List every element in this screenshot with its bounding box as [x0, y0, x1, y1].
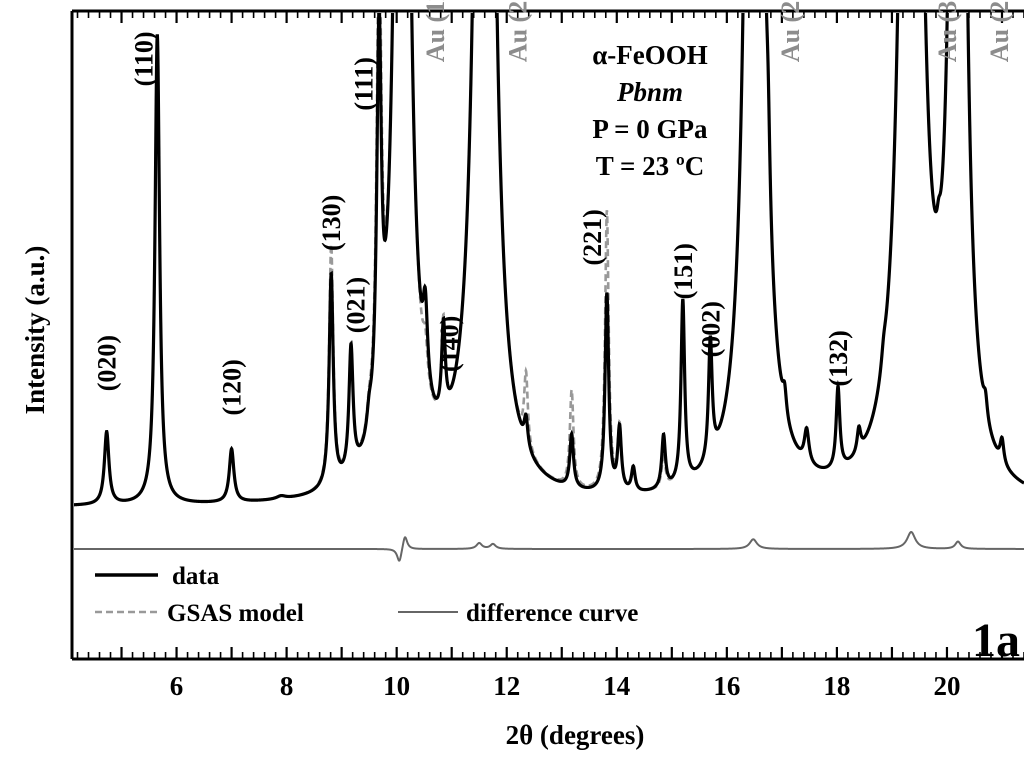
- x-tick-label: 6: [170, 671, 184, 701]
- x-tick-label: 18: [823, 671, 850, 701]
- hkl-label: (120): [218, 359, 247, 415]
- hkl-label: (221): [578, 209, 607, 265]
- x-tick-label: 12: [493, 671, 520, 701]
- space-group-label: Pbnm: [616, 77, 683, 107]
- au-reflection-label: Au (200): [504, 0, 533, 62]
- hkl-label: (111): [350, 57, 379, 110]
- hkl-label: (110): [130, 32, 159, 87]
- hkl-label: (140): [435, 316, 464, 372]
- au-reflection-label: Au (111): [421, 0, 450, 62]
- legend-data-label: data: [172, 563, 220, 590]
- x-tick-label: 10: [383, 671, 410, 701]
- compound-label: α-FeOOH: [592, 40, 708, 70]
- temperature-label: T = 23 ºC: [596, 151, 705, 181]
- hkl-label: (132): [824, 330, 853, 386]
- difference-series: [74, 531, 1024, 562]
- legend-diff-label: difference curve: [466, 600, 638, 627]
- legend-model-label: GSAS model: [167, 600, 304, 627]
- hkl-label: (130): [317, 195, 346, 251]
- data-series: [74, 13, 1024, 507]
- au-reflection-label: Au (220): [776, 0, 805, 62]
- legend: data GSAS model difference curve: [95, 563, 638, 627]
- x-ticks: [76, 11, 1024, 659]
- au-reflection-label: Au (311): [933, 0, 962, 62]
- x-tick-labels: 6 8 10 12 14 16 18 20: [170, 671, 961, 701]
- model-series: [74, 13, 1024, 507]
- au-labels: Au (111) Au (200) Au (220) Au (311) Au (222): [421, 0, 1014, 62]
- plot-frame: [70, 9, 1024, 661]
- x-tick-label: 20: [933, 671, 960, 701]
- x-tick-label: 8: [280, 671, 294, 701]
- x-axis-label: 2θ (degrees): [506, 720, 645, 750]
- y-axis-label: Intensity (a.u.): [20, 246, 50, 415]
- hkl-labels: (020) (110) (120) (130) (021) (111) (140) (221)…: [93, 32, 853, 416]
- sample-info: α-FeOOH Pbnm P = 0 GPa T = 23 ºC: [592, 40, 708, 181]
- x-tick-label: 16: [713, 671, 740, 701]
- x-tick-label: 14: [603, 671, 630, 701]
- hkl-label: (020): [93, 335, 122, 391]
- hkl-label: (002): [696, 301, 725, 357]
- panel-label: 1a: [972, 614, 1020, 667]
- pressure-label: P = 0 GPa: [592, 114, 708, 144]
- au-reflection-label: Au (222): [985, 0, 1014, 62]
- hkl-label: (021): [341, 277, 370, 333]
- hkl-label: (151): [669, 243, 698, 299]
